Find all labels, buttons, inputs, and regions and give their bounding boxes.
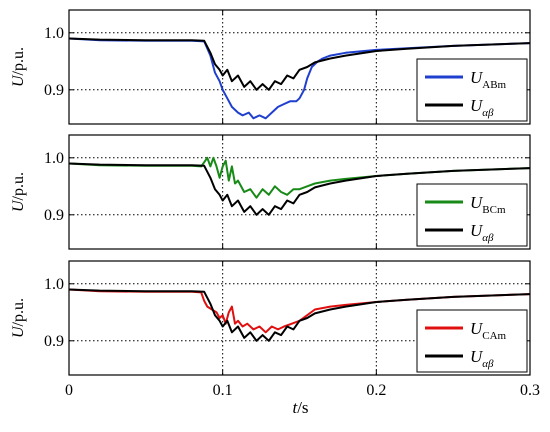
y-axis-label: U/p.u. — [10, 172, 27, 212]
series-group — [69, 37, 530, 120]
x-tick-label: 0.1 — [213, 382, 233, 399]
legend-box — [416, 309, 528, 373]
series-line-bcm — [69, 156, 530, 199]
x-axis-label: t/s — [292, 398, 308, 417]
y-tick-label: 0.9 — [44, 333, 64, 350]
panel-1: 0.9 1.0 U/p.u. UABm Uαβ — [10, 9, 531, 125]
y-axis-label: U/p.u. — [10, 298, 27, 338]
y-tick-label: 1.0 — [44, 25, 64, 42]
plot-frame — [68, 134, 531, 250]
panel-3: 0.9 1.0 0 0.1 0.2 0.3 U/p.u. t/s UCAm Uαβ — [10, 260, 540, 417]
series-line-αβ — [69, 288, 530, 342]
legend: UBCm Uαβ — [416, 183, 528, 247]
legend-box — [416, 183, 528, 247]
legend-label: UABm — [470, 68, 507, 91]
legend-label: UBCm — [470, 193, 506, 216]
legend: UABm Uαβ — [416, 58, 528, 122]
x-tick-label: 0.2 — [366, 382, 386, 399]
legend-label: Uαβ — [470, 347, 494, 370]
y-tick-label: 0.9 — [44, 82, 64, 99]
series-group — [69, 288, 530, 342]
y-axis-label: U/p.u. — [10, 47, 27, 87]
plot-frame — [68, 260, 531, 376]
legend-label: Uαβ — [470, 221, 494, 244]
legend-label: Uαβ — [470, 96, 494, 119]
series-group — [69, 156, 530, 216]
series-line-abm — [69, 37, 530, 120]
legend: UCAm Uαβ — [416, 309, 528, 373]
legend-box — [416, 58, 528, 122]
series-line-αβ — [69, 37, 530, 91]
series-line-αβ — [69, 162, 530, 216]
y-tick-label: 1.0 — [44, 150, 64, 167]
panel-2: 0.9 1.0 U/p.u. UBCm Uαβ — [10, 134, 531, 250]
legend-label: UCAm — [470, 319, 507, 342]
x-tick-label: 0 — [65, 382, 73, 399]
x-tick-label: 0.3 — [520, 382, 540, 399]
y-tick-label: 1.0 — [44, 276, 64, 293]
plot-frame — [68, 9, 531, 125]
y-tick-label: 0.9 — [44, 207, 64, 224]
series-line-cam — [69, 288, 530, 334]
